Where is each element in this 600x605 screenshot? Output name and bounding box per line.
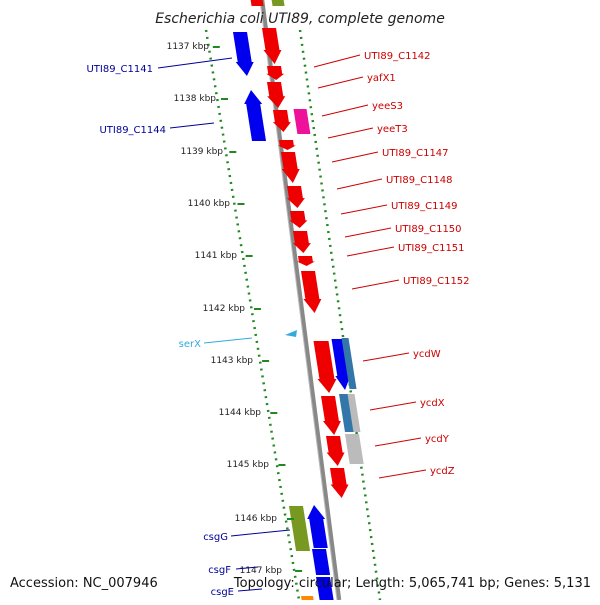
gene-arrow-csgg-blue: [307, 505, 328, 548]
gene-label-uti89-c1147: UTI89_C1147: [382, 148, 449, 159]
outer-track-dots: [298, 29, 382, 601]
gene-arrow-csge-orange: [301, 596, 315, 604]
label-leader-uti89-c1152: [351, 279, 400, 290]
gene-arrow-red-10: [296, 256, 315, 266]
gene-arrow-ycdz: [330, 468, 349, 498]
tick-label: 1138 kbp: [174, 94, 217, 104]
gene-label-csge: csgE: [211, 587, 234, 598]
gene-label-uti89-c1141: UTI89_C1141: [86, 64, 153, 75]
gene-arrow-ycdx-steel: [339, 394, 355, 432]
label-leader-uti89-c1142: [313, 54, 361, 68]
gene-arrow-ycdy: [326, 436, 345, 466]
tick-label: 1146 kbp: [235, 514, 278, 524]
gene-arrow-csgg: [289, 506, 311, 551]
label-leader-uti89-c1144: [169, 122, 215, 129]
gene-arrow-ycdy-gray: [345, 434, 364, 464]
kbp-ticks: 1137 kbp 1138 kbp 1139 kbp 1140 kbp 1141 kbp…: [167, 42, 303, 576]
gene-arrow-red-1: [262, 28, 282, 64]
tick-label: 1145 kbp: [227, 460, 270, 470]
gene-label-ycdx: ycdX: [420, 398, 445, 409]
gene-arrow-red-5: [277, 140, 296, 150]
gene-arrow-csge: [316, 577, 334, 600]
label-leader-uti89-c1147: [331, 151, 379, 163]
gene-label-serx: serX: [179, 339, 201, 350]
gene-label-uti89-c1150: UTI89_C1150: [395, 224, 462, 235]
label-leader-uti89-c1151: [346, 246, 395, 257]
label-leader-yeet3: [327, 127, 374, 139]
gene-arrow-red-2: [266, 66, 285, 80]
label-leader-ycdy: [374, 437, 422, 447]
gene-arrow-red-3: [267, 82, 286, 108]
label-leader-uti89-c1149: [340, 204, 388, 215]
gene-arrow-ycdx-gray: [347, 394, 361, 432]
gene-label-ycdy: ycdY: [425, 434, 450, 445]
tick-label: 1142 kbp: [203, 304, 246, 314]
gene-arrow-ycdx: [321, 396, 341, 435]
gene-arrow-red-6: [281, 152, 300, 183]
tick-label: 1143 kbp: [211, 356, 254, 366]
gene-arrow-red-4: [272, 110, 291, 132]
gene-label-yees3: yeeS3: [372, 101, 403, 112]
gene-arrow-red-11: [301, 271, 322, 313]
tick-label: 1140 kbp: [188, 199, 231, 209]
gene-label-uti89-c1152: UTI89_C1152: [403, 276, 470, 287]
map-title: Escherichia coli UTI89, complete genome: [155, 11, 445, 27]
label-leader-uti89-c1141: [157, 57, 233, 69]
tick-label: 1141 kbp: [195, 251, 238, 261]
gene-arrow-red-8: [289, 211, 308, 228]
gene-label-csgg: csgG: [203, 532, 228, 543]
gene-arrow-red-7: [286, 186, 305, 208]
label-leader-uti89-c1150: [344, 227, 392, 238]
label-leader-ycdz: [378, 469, 427, 479]
gene-label-yafx1: yafX1: [367, 73, 396, 84]
label-leader-yafx1: [317, 76, 364, 89]
gene-label-csgf: csgF: [208, 565, 231, 576]
gene-arrow-ycdw-blue: [331, 339, 351, 390]
label-leader-ycdx: [369, 401, 417, 411]
gene-arrow-ycdw-steel: [341, 338, 357, 389]
inner-track-dots: [204, 29, 301, 601]
label-leader-yees3: [321, 104, 369, 117]
gene-label-uti89-c1144: UTI89_C1144: [99, 125, 166, 136]
gene-arrow-serx: [285, 330, 297, 337]
tick-label: 1147 kbp: [240, 566, 283, 576]
tick-label: 1137 kbp: [167, 42, 210, 52]
gene-label-uti89-c1149: UTI89_C1149: [391, 201, 458, 212]
accession-text: Accession: NC_007946: [10, 576, 158, 591]
gene-arrow-red-9: [292, 231, 311, 253]
gene-label-uti89-c1151: UTI89_C1151: [398, 243, 465, 254]
label-leader-uti89-c1148: [336, 178, 383, 190]
label-leader-csgg: [230, 529, 291, 537]
gene-label-yeet3: yeeT3: [377, 124, 408, 135]
label-leader-serx: [203, 337, 253, 344]
genome-stats-text: Topology: circular; Length: 5,065,741 bp…: [233, 576, 591, 591]
gene-label-ycdw: ycdW: [413, 349, 441, 360]
gene-arrow-uti89-c1144: [244, 90, 267, 141]
gene-arrow-top-green: [271, 0, 285, 6]
label-leader-csgf: [235, 566, 259, 570]
gene-arrow-top-red: [250, 0, 264, 6]
label-leader-csge: [237, 588, 263, 592]
label-leader-ycdw: [362, 352, 410, 362]
gene-arrow-yees3: [293, 109, 311, 134]
gene-label-uti89-c1148: UTI89_C1148: [386, 175, 453, 186]
tick-label: 1139 kbp: [181, 147, 224, 157]
gene-arrow-csgf: [312, 549, 331, 575]
gene-tracks: [204, 0, 382, 604]
gene-labels: UTI89_C1141 UTI89_C1144 serX csgG csgF csgE UT…: [86, 51, 469, 598]
gene-arrow-ycdw: [313, 341, 337, 393]
tick-label: 1144 kbp: [219, 408, 262, 418]
gene-label-ycdz: ycdZ: [430, 466, 455, 477]
gene-arrow-uti89-c1141: [233, 32, 254, 76]
gene-label-uti89-c1142: UTI89_C1142: [364, 51, 431, 62]
